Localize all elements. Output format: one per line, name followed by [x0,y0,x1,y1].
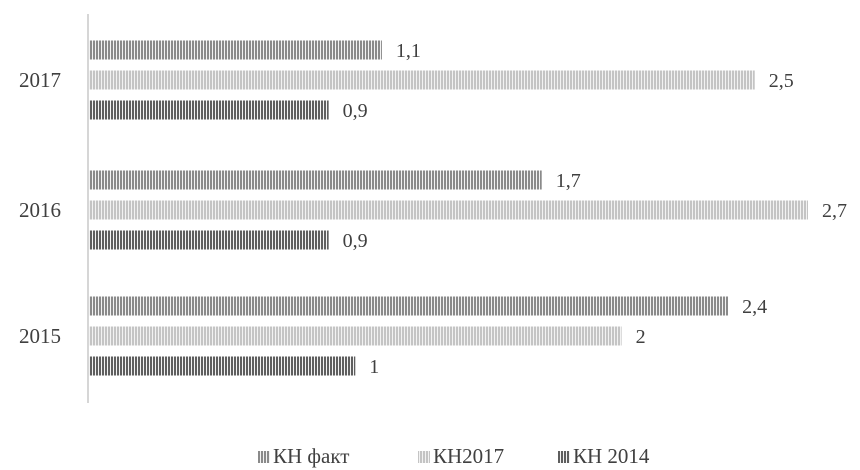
bar-2-2017 [89,100,329,120]
bar-1-2015 [89,326,622,346]
bar-0-2017 [89,40,382,60]
legend-label: КН факт [273,444,349,468]
data-label-1-2017: 2,5 [769,70,794,92]
data-label-0-2016: 1,7 [556,170,581,192]
legend-label: КН2017 [433,444,504,468]
data-label-1-2015: 2 [636,326,646,348]
bar-0-2016 [89,170,542,190]
data-label-2-2017: 0,9 [343,100,368,122]
y-tick-label-2015: 2015 [19,324,61,348]
data-label-0-2017: 1,1 [396,40,421,62]
y-axis-ticks: 2015 2016 2017 [19,68,61,348]
legend-item-2: КН 2014 [558,444,650,468]
bar-0-2015 [89,296,729,316]
bar-1-2017 [89,70,755,90]
bar-2-2016 [89,230,329,250]
legend-item-1: КН2017 [418,444,504,468]
bars-layer [89,40,808,376]
y-tick-label-2017: 2017 [19,68,61,92]
legend: КН факт КН2017 КН 2014 [258,444,650,468]
legend-swatch [418,451,430,463]
y-tick-label-2016: 2016 [19,198,61,222]
data-label-2-2016: 0,9 [343,230,368,252]
data-label-2-2015: 1 [369,356,379,378]
legend-swatch [258,451,270,463]
legend-item-0: КН факт [258,444,349,468]
legend-label: КН 2014 [573,444,650,468]
bar-2-2015 [89,356,356,376]
data-label-1-2016: 2,7 [822,200,847,222]
bar-1-2016 [89,200,808,220]
legend-swatch [558,451,570,463]
data-labels-layer: 2,4 1,7 1,1 2 2,7 2,5 1 0,9 0,9 [343,40,847,378]
data-label-0-2015: 2,4 [742,296,767,318]
